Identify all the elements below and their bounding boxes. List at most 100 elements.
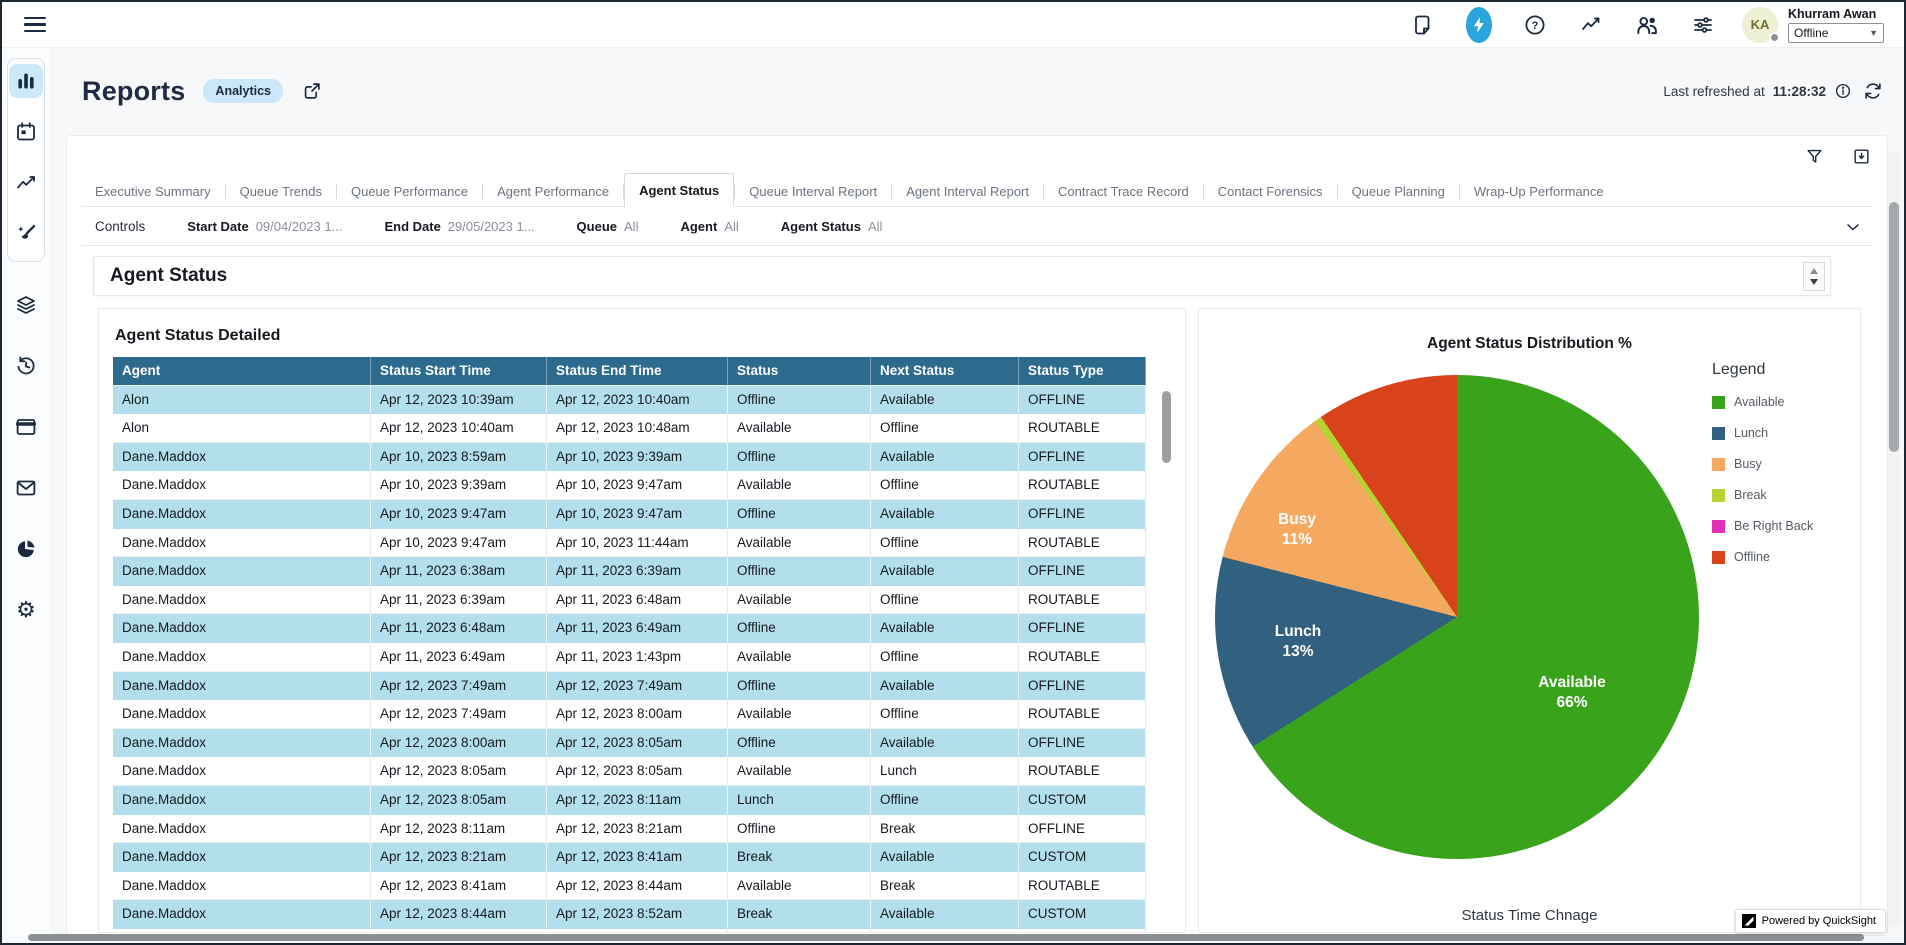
user-status-select[interactable]: Offline ▼ (1788, 22, 1884, 43)
legend-title: Legend (1712, 361, 1766, 378)
avatar[interactable]: KA (1742, 6, 1780, 43)
legend-item-available[interactable]: Available (1712, 395, 1852, 409)
table-row[interactable]: Dane.Maddox Apr 11, 2023 6:48am Apr 11, 20… (113, 614, 1171, 643)
cell-next-status: Available (871, 843, 1019, 872)
tab-queue-interval-report[interactable]: Queue Interval Report (749, 184, 878, 199)
page-vertical-scrollbar-thumb[interactable] (1889, 202, 1899, 452)
table-row[interactable]: Dane.Maddox Apr 10, 2023 9:39am Apr 10, 20… (113, 471, 1171, 500)
powered-by-quicksight-badge[interactable]: Powered by QuickSight (1734, 909, 1886, 933)
cell-status: Offline (728, 385, 871, 415)
notes-icon[interactable] (1410, 12, 1436, 38)
tab-separator (734, 184, 736, 199)
control-queue[interactable]: Queue All (577, 219, 639, 234)
metrics-icon[interactable] (1578, 12, 1604, 38)
spinner-down-icon[interactable] (1810, 279, 1818, 285)
table-row[interactable]: Alon Apr 12, 2023 10:39am Apr 12, 2023 10:… (113, 385, 1171, 415)
sidebar-item-mail[interactable] (9, 471, 43, 505)
sidebar-item-brush[interactable] (9, 217, 43, 251)
column-header-status-type[interactable]: Status Type (1019, 357, 1146, 386)
table-row[interactable]: Dane.Maddox Apr 11, 2023 6:39am Apr 11, 20… (113, 585, 1171, 615)
legend-item-break[interactable]: Break (1712, 488, 1852, 502)
legend-item-busy[interactable]: Busy (1712, 457, 1852, 471)
sidebar-item-gear[interactable]: ⚙ (9, 593, 43, 627)
filter-icon[interactable] (1805, 147, 1824, 166)
tab-queue-performance[interactable]: Queue Performance (350, 184, 469, 199)
sidebar-item-history[interactable] (9, 349, 43, 383)
external-link-icon[interactable] (301, 80, 323, 102)
column-header-agent[interactable]: Agent (113, 357, 371, 386)
tab-queue-planning[interactable]: Queue Planning (1351, 184, 1445, 199)
column-header-status[interactable]: Status (728, 357, 871, 386)
refresh-icon[interactable] (1862, 80, 1884, 102)
tab-wrap-up-performance[interactable]: Wrap-Up Performance (1473, 184, 1604, 199)
tab-queue-trends[interactable]: Queue Trends (239, 184, 322, 199)
dashboard-card: Executive Summary Queue Trends Queue Perfo… (66, 135, 1888, 936)
table-row[interactable]: Dane.Maddox Apr 12, 2023 7:49am Apr 12, 20… (113, 700, 1171, 729)
cell-next-status: Offline (871, 471, 1019, 500)
table-row[interactable]: Dane.Maddox Apr 11, 2023 6:38am Apr 11, 20… (113, 557, 1171, 586)
table-row[interactable]: Dane.Maddox Apr 11, 2023 6:49am Apr 11, 20… (113, 642, 1171, 672)
table-vertical-scrollbar[interactable] (1162, 391, 1171, 463)
cell-status: Offline (728, 814, 871, 844)
spinner-up-icon[interactable] (1810, 268, 1818, 274)
sidebar-item-pie[interactable] (9, 532, 43, 566)
cell-status: Offline (728, 557, 871, 586)
legend-item-lunch[interactable]: Lunch (1712, 426, 1852, 440)
tab-separator (335, 184, 337, 199)
table-row[interactable]: Dane.Maddox Apr 12, 2023 7:49am Apr 12, 20… (113, 671, 1171, 701)
chevron-down-icon: ▼ (1869, 27, 1878, 38)
column-header-next-status[interactable]: Next Status (871, 357, 1019, 386)
controls-collapse-chevron-icon[interactable] (1843, 217, 1863, 237)
flash-icon[interactable] (1466, 6, 1492, 43)
tab-contract-trace-record[interactable]: Contract Trace Record (1058, 184, 1189, 199)
table-row[interactable]: Dane.Maddox Apr 12, 2023 8:44am Apr 12, 20… (113, 900, 1171, 929)
cell-status-start-time: Apr 12, 2023 8:21am (371, 843, 547, 872)
page-horizontal-scrollbar-thumb[interactable] (28, 934, 1864, 941)
filters-icon[interactable] (1690, 12, 1716, 38)
sidebar-item-calendar[interactable] (9, 115, 43, 149)
legend-swatch-icon (1712, 426, 1725, 440)
sidebar-item-window[interactable] (9, 410, 43, 444)
table-row[interactable]: Dane.Maddox Apr 12, 2023 8:05am Apr 12, 20… (113, 785, 1171, 815)
table-row[interactable]: Dane.Maddox Apr 10, 2023 9:47am Apr 10, 20… (113, 528, 1171, 558)
cell-next-status: Available (871, 671, 1019, 701)
legend-item-be-right-back[interactable]: Be Right Back (1712, 519, 1852, 533)
tab-agent-interval-report[interactable]: Agent Interval Report (906, 184, 1030, 199)
table-row[interactable]: Dane.Maddox Apr 12, 2023 8:21am Apr 12, 20… (113, 843, 1171, 872)
control-agent-status[interactable]: Agent Status All (781, 219, 883, 234)
controls-label: Controls (95, 219, 146, 234)
table-row[interactable]: Dane.Maddox Apr 12, 2023 8:05am Apr 12, 20… (113, 757, 1171, 786)
column-header-status-end-time[interactable]: Status End Time (547, 357, 728, 386)
control-end-date[interactable]: End Date 29/05/2023 1... (384, 219, 534, 234)
page-vertical-scrollbar[interactable] (1888, 152, 1900, 927)
export-download-icon[interactable] (1852, 147, 1871, 166)
control-start-date[interactable]: Start Date 09/04/2023 1... (187, 219, 342, 234)
agent-status-pie-chart[interactable]: Available 66% Lunch 13% Busy 11% (1215, 375, 1699, 859)
tab-executive-summary[interactable]: Executive Summary (95, 184, 211, 199)
tab-agent-performance[interactable]: Agent Performance (497, 184, 610, 199)
column-header-status-start-time[interactable]: Status Start Time (371, 357, 547, 386)
cell-status-type: ROUTABLE (1019, 414, 1146, 443)
tab-agent-status[interactable]: Agent Status (624, 173, 735, 207)
table-row[interactable]: Dane.Maddox Apr 10, 2023 9:47am Apr 10, 20… (113, 499, 1171, 529)
presence-dot-icon (1769, 31, 1780, 43)
quicksight-logo-icon (1741, 914, 1756, 928)
table-row[interactable]: Dane.Maddox Apr 12, 2023 8:41am Apr 12, 20… (113, 871, 1171, 901)
table-row[interactable]: Dane.Maddox Apr 10, 2023 8:59am Apr 10, 20… (113, 442, 1171, 472)
info-icon[interactable] (1834, 82, 1852, 100)
table-row[interactable]: Dane.Maddox Apr 12, 2023 8:11am Apr 12, 20… (113, 814, 1171, 844)
control-agent[interactable]: Agent All (680, 219, 738, 234)
sidebar-item-line-chart[interactable] (9, 166, 43, 200)
help-icon[interactable]: ? (1522, 12, 1548, 38)
last-refreshed-label: Last refreshed at (1663, 83, 1765, 99)
section-spinner-control[interactable] (1803, 262, 1825, 291)
sidebar-item-bar-chart[interactable] (9, 64, 43, 98)
users-icon[interactable] (1634, 12, 1660, 38)
table-row[interactable]: Dane.Maddox Apr 12, 2023 8:00am Apr 12, 20… (113, 728, 1171, 758)
table-row[interactable]: Alon Apr 12, 2023 10:40am Apr 12, 2023 10:… (113, 414, 1171, 443)
tab-contact-forensics[interactable]: Contact Forensics (1217, 184, 1323, 199)
legend-item-offline[interactable]: Offline (1712, 550, 1852, 564)
sidebar-item-layers[interactable] (9, 288, 43, 322)
hamburger-menu-icon[interactable] (24, 13, 46, 37)
